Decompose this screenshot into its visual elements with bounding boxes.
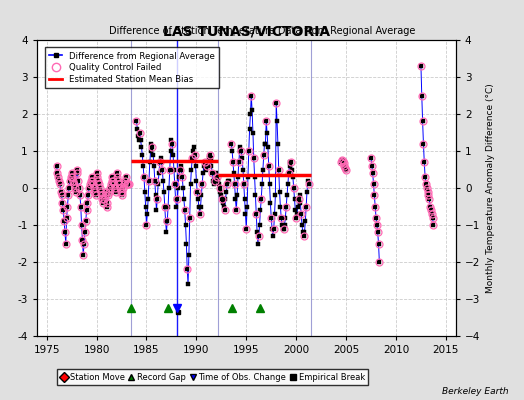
Legend: Station Move, Record Gap, Time of Obs. Change, Empirical Break: Station Move, Record Gap, Time of Obs. C… [57, 370, 368, 385]
Text: Difference of Station Temperature Data from Regional Average: Difference of Station Temperature Data f… [109, 26, 415, 36]
Text: Berkeley Earth: Berkeley Earth [442, 387, 508, 396]
Title: LAS TUNAS/VICTORIA: LAS TUNAS/VICTORIA [163, 25, 330, 39]
Y-axis label: Monthly Temperature Anomaly Difference (°C): Monthly Temperature Anomaly Difference (… [486, 83, 495, 293]
